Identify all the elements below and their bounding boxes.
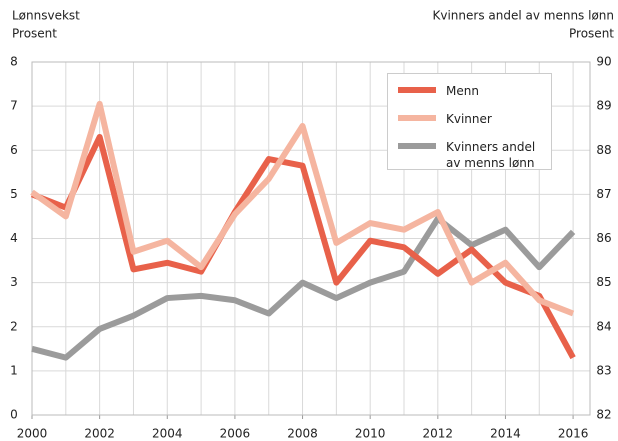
- y-tick-label: 2: [10, 319, 18, 333]
- y2-tick-label: 84: [596, 319, 611, 333]
- series-line: [31, 215, 576, 361]
- y2-tick-label: 83: [596, 363, 611, 377]
- x-tick-label: 2004: [152, 427, 183, 441]
- x-tick-label: 2008: [287, 427, 318, 441]
- x-tick-label: 2012: [423, 427, 454, 441]
- y2-tick-label: 87: [596, 187, 611, 201]
- legend-label: Kvinner: [446, 112, 492, 126]
- y-axis-label: Lønnsvekst: [12, 9, 80, 23]
- legend-label: Kvinners andel av menns lønn: [446, 140, 536, 170]
- y2-tick-label: 82: [596, 408, 611, 422]
- y2-tick-label: 89: [596, 99, 611, 113]
- y-tick-label: 3: [10, 275, 18, 289]
- x-tick-label: 2014: [490, 427, 521, 441]
- y2-tick-label: 90: [596, 55, 611, 69]
- y-tick-label: 8: [10, 55, 18, 69]
- y2-tick-label: 85: [596, 275, 611, 289]
- legend-entry: Kvinner: [398, 111, 546, 127]
- plot-frame: [31, 61, 591, 416]
- legend-entry: Kvinners andel av menns lønn: [398, 139, 546, 171]
- y-tick-label: 5: [10, 187, 18, 201]
- y2-axis-label: Kvinners andel av menns lønn: [432, 9, 614, 23]
- series-line: [30, 100, 575, 317]
- legend-swatch: [398, 87, 436, 93]
- legend: Menn Kvinner Kvinners andel av menns lønn: [387, 73, 552, 170]
- y-tick-label: 7: [10, 99, 18, 113]
- legend-label: Menn: [446, 84, 479, 98]
- y-tick-label: 6: [10, 143, 18, 157]
- legend-entry: Menn: [398, 83, 546, 99]
- x-tick-label: 2010: [355, 427, 386, 441]
- series-line: [30, 134, 576, 360]
- y-axis-unit: Prosent: [12, 27, 57, 41]
- y-tick-label: 1: [10, 363, 18, 377]
- y-tick-label: 0: [10, 408, 18, 422]
- x-tick-label: 2000: [17, 427, 48, 441]
- y2-tick-label: 88: [596, 143, 611, 157]
- x-tick-label: 2016: [558, 427, 589, 441]
- x-tick-label: 2002: [84, 427, 115, 441]
- y2-tick-label: 86: [596, 231, 611, 245]
- y-tick-label: 4: [10, 231, 18, 245]
- x-tick-label: 2006: [220, 427, 251, 441]
- legend-swatch: [398, 143, 436, 149]
- legend-swatch: [398, 115, 436, 121]
- y2-axis-unit: Prosent: [569, 27, 614, 41]
